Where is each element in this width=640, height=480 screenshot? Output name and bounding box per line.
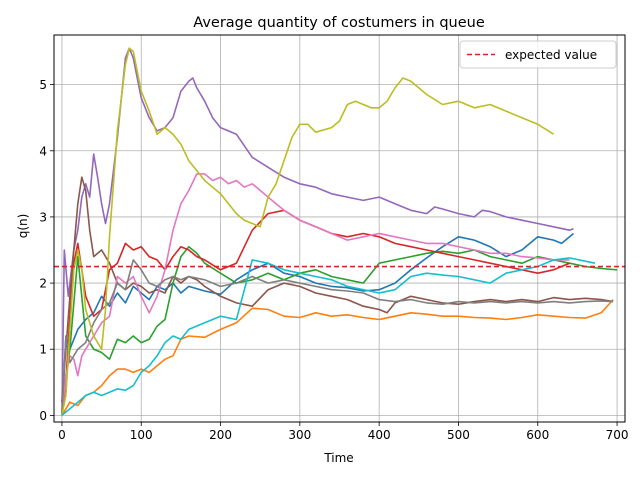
series-line-2 <box>61 299 614 416</box>
y-axis-label: q(n) <box>16 214 30 239</box>
legend-label-expected-value: expected value <box>505 48 597 62</box>
series-line-5 <box>61 47 574 416</box>
y-tick-label: 5 <box>39 78 47 92</box>
y-tick-label: 1 <box>39 343 47 357</box>
ticks: 0 100 200 300 400 500 600 700 0 1 2 3 4 5 <box>39 78 628 442</box>
legend: expected value <box>459 40 617 69</box>
x-tick-label: 300 <box>288 428 311 442</box>
x-tick-label: 500 <box>447 428 470 442</box>
series-line-7 <box>61 173 570 416</box>
x-tick-label: 400 <box>368 428 391 442</box>
y-tick-label: 0 <box>39 409 47 423</box>
series-line-10 <box>61 257 596 417</box>
x-tick-label: 0 <box>58 428 66 442</box>
series-layer <box>61 47 618 417</box>
series-line-9 <box>61 47 555 416</box>
x-tick-label: 200 <box>209 428 232 442</box>
x-tick-label: 100 <box>130 428 153 442</box>
series-line-3 <box>61 245 618 403</box>
series-line-1 <box>61 232 575 416</box>
y-tick-label: 2 <box>39 277 47 291</box>
y-tick-label: 4 <box>39 144 47 158</box>
legend-box <box>459 40 617 69</box>
plot-frame <box>53 34 626 423</box>
y-tick-label: 3 <box>39 210 47 224</box>
x-tick-label: 600 <box>526 428 549 442</box>
series-line-4 <box>61 209 570 416</box>
series-line-6 <box>61 176 614 403</box>
chart-title: Average quantity of costumers in queue <box>193 15 485 31</box>
x-axis-label: Time <box>323 451 353 465</box>
x-tick-label: 700 <box>606 428 629 442</box>
